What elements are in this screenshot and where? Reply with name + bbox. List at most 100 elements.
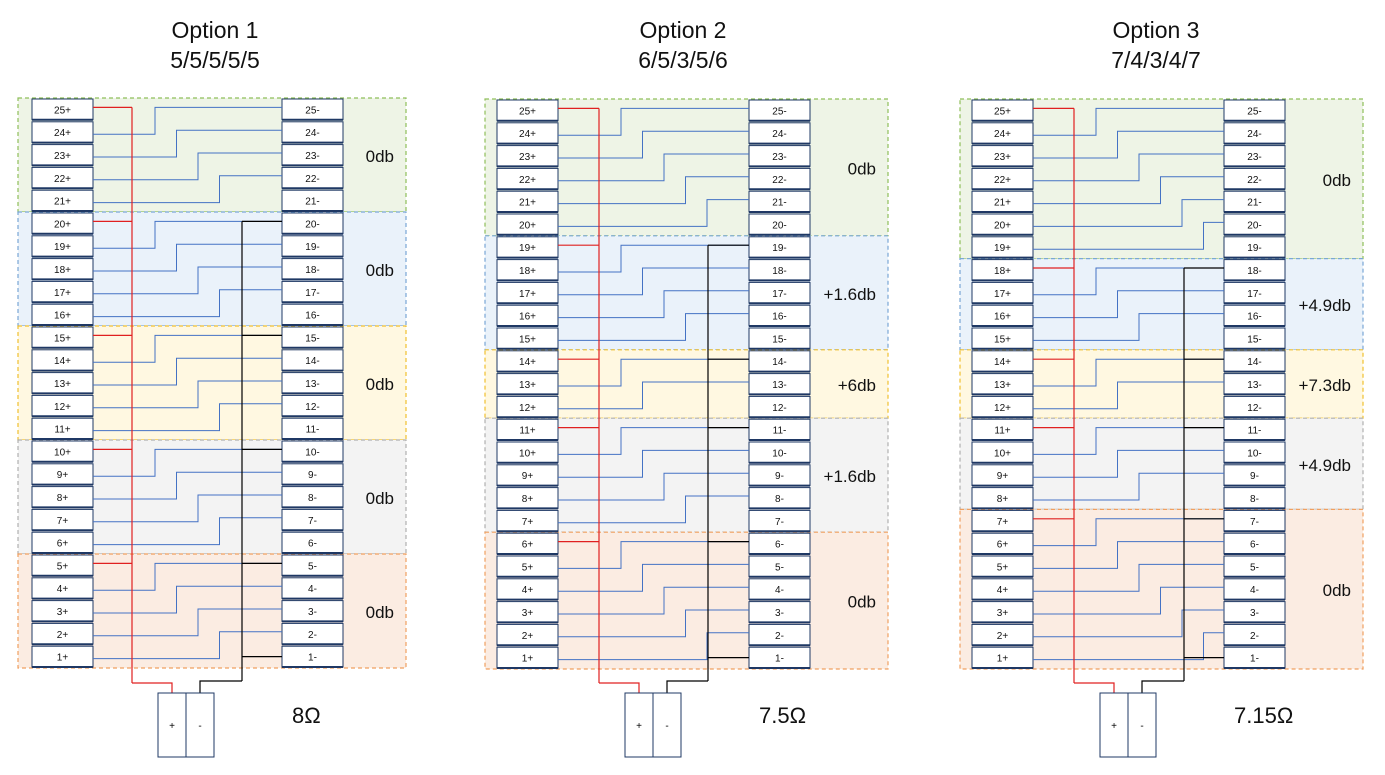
option-title: Option 3 7/4/3/4/7 [1046, 15, 1266, 75]
series-wire [93, 266, 282, 295]
series-wire [558, 199, 749, 227]
series-wire [93, 243, 282, 272]
terminal-label: 15+ [994, 334, 1011, 345]
terminal-label: 23+ [994, 152, 1011, 163]
option-pattern: 6/5/3/5/6 [638, 47, 728, 73]
terminal-label: 22+ [519, 175, 536, 186]
wires [558, 107, 749, 693]
terminal-label: 17- [305, 288, 319, 299]
terminal-label: 22+ [54, 174, 71, 185]
terminal-label: 8- [1250, 494, 1259, 505]
terminal-label: 23+ [54, 151, 71, 162]
series-wire [558, 176, 749, 205]
series-wire [558, 541, 749, 569]
amp-minus-terminal [185, 692, 215, 758]
terminal-label: 11- [1248, 426, 1262, 437]
terminal-label: 7+ [997, 517, 1009, 528]
amp-plus-label: + [636, 721, 642, 732]
terminal-label: 14+ [994, 357, 1011, 368]
terminal-label: 8+ [522, 494, 534, 505]
group-gain-label: 0db [366, 375, 394, 394]
terminal-label: 10- [1247, 448, 1261, 459]
series-wire [558, 427, 749, 455]
terminal-label: 5- [775, 562, 784, 573]
terminal-label: 17- [772, 289, 786, 300]
terminal-label: 19+ [54, 242, 71, 253]
series-wire [1033, 153, 1224, 182]
terminal-label: 21+ [54, 197, 71, 208]
impedance-label: 7.15Ω [1234, 703, 1294, 728]
terminal-label: 2+ [522, 631, 534, 642]
terminal-label: 14+ [54, 356, 71, 367]
terminal-label: 21- [772, 198, 786, 209]
series-wire [93, 608, 282, 637]
terminal-label: 2- [308, 630, 317, 641]
wires [93, 106, 282, 693]
series-wire [558, 313, 749, 341]
terminal-label: 4+ [57, 584, 69, 595]
series-wire [1033, 381, 1224, 410]
positive-lead [599, 682, 640, 693]
terminal-label: 7+ [57, 516, 69, 527]
terminal-label: 15- [1247, 334, 1261, 345]
group-gain-label: 0db [366, 261, 394, 280]
terminal-label: 5- [1250, 562, 1259, 573]
terminal-label: 9+ [57, 470, 69, 481]
terminal-label: 8+ [997, 494, 1009, 505]
terminal-label: 22- [772, 175, 786, 186]
series-wire [1033, 472, 1224, 501]
group-gain-label: +4.9db [1299, 456, 1351, 475]
series-wire [1033, 107, 1224, 136]
terminal-label: 24- [1247, 129, 1261, 140]
terminal-label: 11- [306, 425, 320, 436]
series-wire [93, 585, 282, 614]
terminal-label: 16- [772, 312, 786, 323]
terminal-label: 13- [772, 380, 786, 391]
negative-lead [1141, 680, 1184, 693]
terminal-label: 23+ [519, 152, 536, 163]
option-pattern: 7/4/3/4/7 [1111, 47, 1201, 73]
impedance-label: 7.5Ω [759, 703, 807, 728]
wires [1033, 107, 1224, 693]
terminal-label: 2+ [57, 630, 69, 641]
terminal-label: 3- [1250, 608, 1259, 619]
group-gain-label: +1.6db [824, 467, 876, 486]
terminal-label: 11+ [994, 426, 1010, 437]
series-wire [93, 175, 282, 204]
terminal-label: 8+ [57, 493, 69, 504]
series-wire [93, 106, 282, 135]
terminal-label: 1+ [57, 653, 69, 664]
terminal-label: 21- [1247, 198, 1261, 209]
series-wire [93, 220, 282, 249]
terminal-label: 3+ [57, 607, 69, 618]
terminal-label: 18+ [519, 266, 536, 277]
terminal-label: 7- [1250, 517, 1259, 528]
terminal-label: 22- [1247, 175, 1261, 186]
terminal-label: 18- [305, 265, 319, 276]
series-wire [93, 448, 282, 477]
series-wire [93, 403, 282, 432]
option-title: Option 1 5/5/5/5/5 [105, 15, 325, 75]
terminal-label: 12+ [994, 403, 1011, 414]
series-wire [1033, 199, 1224, 227]
terminal-label: 14+ [519, 357, 536, 368]
terminal-label: 19+ [519, 243, 536, 254]
series-wire [93, 631, 282, 660]
series-wire [93, 129, 282, 158]
terminal-label: 3- [775, 608, 784, 619]
terminal-label: 13+ [519, 380, 536, 391]
terminal-label: 23- [772, 152, 786, 163]
terminal-label: 6- [775, 540, 784, 551]
series-wire [558, 290, 749, 319]
amp-plus-label: + [1111, 721, 1117, 732]
series-wire [558, 107, 749, 136]
series-wire [1033, 130, 1224, 159]
terminal-label: 9- [1250, 471, 1259, 482]
series-wire [93, 334, 282, 363]
option-pattern: 5/5/5/5/5 [170, 47, 260, 73]
series-wire [93, 494, 282, 523]
terminal-label: 25+ [994, 106, 1011, 117]
terminal-label: 10+ [994, 448, 1011, 459]
terminal-label: 18+ [54, 265, 71, 276]
